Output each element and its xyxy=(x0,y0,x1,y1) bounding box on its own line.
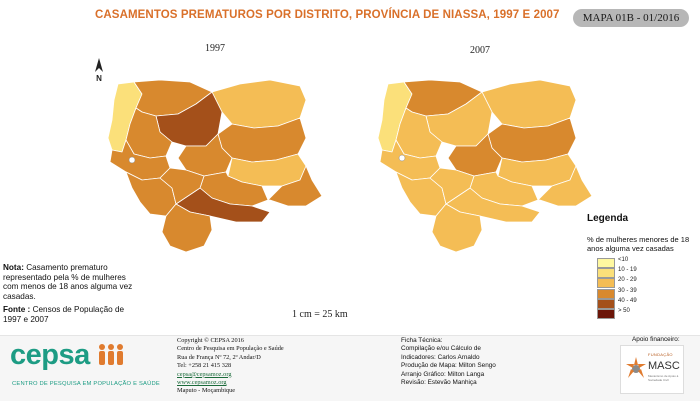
map-2007 xyxy=(377,79,593,253)
source-label: Fonte : xyxy=(3,305,31,314)
legend-label: 10 - 19 xyxy=(618,267,637,274)
scale-label: 1 cm = 25 km xyxy=(292,309,348,320)
contact-line: Maputo - Moçambique xyxy=(177,387,236,395)
map-source: Fonte : Censos de População de 1997 e 20… xyxy=(3,305,143,324)
note-text: Casamento prematuro representado pela % … xyxy=(3,263,133,301)
lichinga-city-marker-1997 xyxy=(128,156,136,164)
legend-label: 40 - 49 xyxy=(618,297,637,304)
footer xyxy=(0,335,700,401)
masc-emblem-icon xyxy=(626,357,646,378)
legend-swatch xyxy=(597,278,615,289)
funding-label: Apoio financeiro: xyxy=(632,336,680,343)
source-text: Censos de População de 1997 e 2007 xyxy=(3,305,125,324)
tech-sheet: Ficha Técnica: Compilação e/ou Cálculo d… xyxy=(401,337,496,387)
tech-line: Ficha Técnica: xyxy=(401,337,443,344)
district-majune-1997 xyxy=(177,133,233,177)
north-arrow-icon: N xyxy=(95,58,103,83)
tech-line: Indicadores: Carlos Arnaldo xyxy=(401,353,480,361)
legend-swatch xyxy=(597,268,615,279)
district-metarica-1997 xyxy=(159,167,205,205)
contact-line: Copyright © CEPSA 2016 xyxy=(177,337,244,344)
tech-line: Revisão: Estevão Manhiça xyxy=(401,379,477,387)
tech-line: Compilação e/ou Cálculo de xyxy=(401,345,481,353)
email-link[interactable]: cepsa@cepsamoz.org xyxy=(177,370,232,378)
tech-line: Produção de Mapa: Milton Sengo xyxy=(401,362,496,370)
legend-title: Legenda xyxy=(587,213,629,224)
contact-line: Centro de Pesquisa em População e Saúde xyxy=(177,345,284,353)
legend-label: > 50 xyxy=(618,308,630,314)
masc-foundation: FUNDAÇÃO xyxy=(648,352,673,357)
website-link[interactable]: www.cepsamoz.org xyxy=(177,379,227,387)
map-title: CASAMENTOS PREMATUROS POR DISTRITO, PROV… xyxy=(95,9,560,21)
people-icon xyxy=(98,344,123,365)
district-ngauma-2007 xyxy=(379,139,441,181)
map-note: Nota: Casamento prematuro representado p… xyxy=(3,263,143,301)
legend-label: <10 xyxy=(618,257,629,263)
contact-line: Rua de França Nº 72, 2º Andar/D xyxy=(177,353,261,361)
masc-subtitle: Mecanismo de Apoio à Sociedade Civil xyxy=(648,374,679,382)
year-label-2007: 2007 xyxy=(470,45,490,56)
logo-subtitle: CENTRO DE PESQUISA EM POPULAÇÃO E SAÚDE xyxy=(12,381,160,387)
legend-swatch xyxy=(597,258,615,268)
legend-swatch xyxy=(597,288,615,299)
year-label-1997: 1997 xyxy=(205,43,225,54)
map-badge: MAPA 01B - 01/2016 xyxy=(573,9,689,27)
tech-line: Arranjo Gráfico: Milton Langa xyxy=(401,370,485,378)
legend-swatch xyxy=(597,298,615,309)
district-metarica-2007 xyxy=(429,167,475,205)
legend-subtitle: % de mulheres menores de 18 anos alguma … xyxy=(587,235,690,253)
note-label: Nota: xyxy=(3,263,24,272)
map-1997 xyxy=(107,79,323,253)
legend-label: 30 - 39 xyxy=(618,287,637,294)
svg-text:N: N xyxy=(96,74,102,83)
district-nipepe-2007 xyxy=(537,165,593,207)
legend-swatch xyxy=(597,309,615,319)
logo-text: cepsa xyxy=(10,339,90,371)
contact-info: Copyright © CEPSA 2016 Centro de Pesquis… xyxy=(177,337,284,396)
lichinga-city-marker-2007 xyxy=(398,154,406,162)
legend-label: 20 - 29 xyxy=(618,277,637,284)
district-mecanhelas-1997 xyxy=(161,203,213,253)
district-nipepe-1997 xyxy=(267,165,323,207)
cepsa-logo: cepsa xyxy=(10,339,126,372)
district-ngauma-1997 xyxy=(109,139,171,181)
district-majune-2007 xyxy=(447,133,503,177)
masc-logo: FUNDAÇÃO MASC Mecanismo de Apoio à Socie… xyxy=(620,345,684,394)
contact-line: Tel: +258 21 415 328 xyxy=(177,362,232,370)
masc-name: MASC xyxy=(648,360,680,372)
district-mecanhelas-2007 xyxy=(431,203,483,253)
